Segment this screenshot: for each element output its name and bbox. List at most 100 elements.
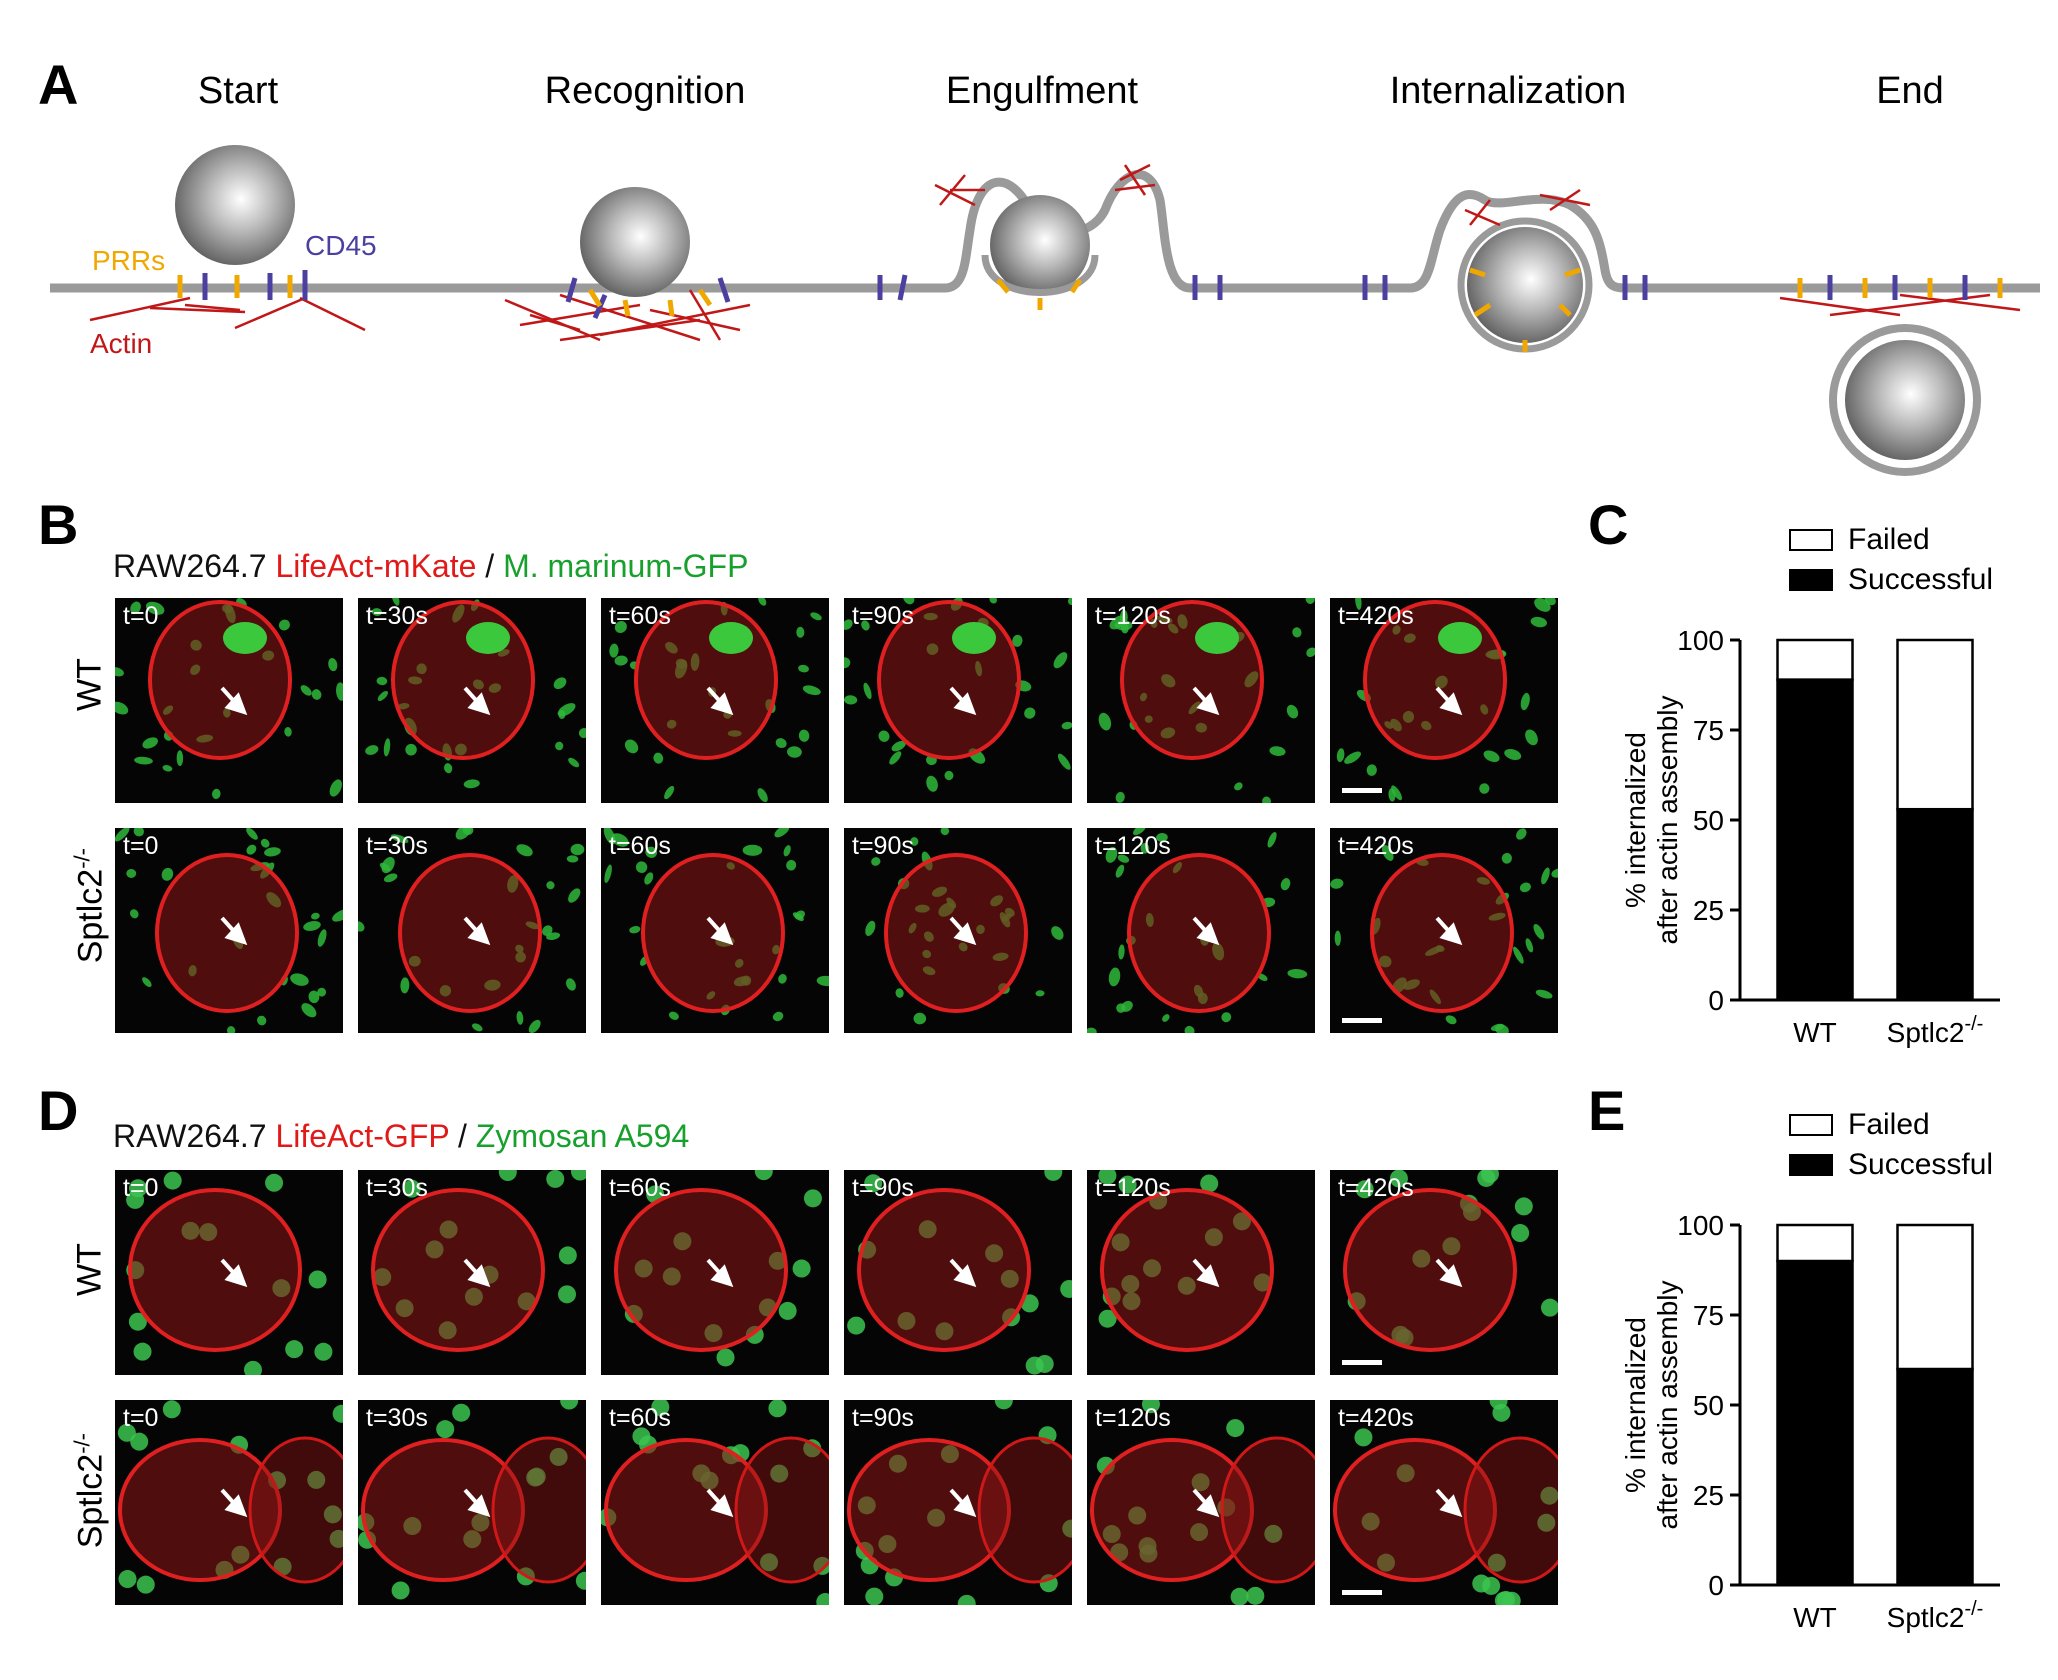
panel-d-image-r2-c2: t=30s xyxy=(358,1400,586,1605)
panel-b-target: M. marinum-GFP xyxy=(503,548,749,584)
panel-d-image-r1-c1: t=0 xyxy=(115,1170,343,1375)
particle-dot xyxy=(546,932,561,940)
particle-dot xyxy=(802,685,821,696)
particle-dot xyxy=(527,1467,546,1486)
particle-dot xyxy=(546,1170,565,1188)
particle-dot xyxy=(1140,842,1150,854)
timepoint-label: t=30s xyxy=(366,602,428,630)
particle-dot xyxy=(878,730,890,742)
bacteria-cluster xyxy=(952,622,996,654)
particle-dot xyxy=(516,844,533,857)
particle-dot xyxy=(1053,652,1068,669)
panel-b-image-r1-c4: t=90s xyxy=(844,598,1072,803)
bacteria-cluster xyxy=(1438,622,1482,654)
bar-successful-wt xyxy=(1776,1259,1854,1587)
particle-dot xyxy=(1334,930,1341,946)
particle-dot xyxy=(1200,1174,1219,1193)
particle-dot xyxy=(798,729,810,742)
particle-dot xyxy=(376,676,388,686)
particle-dot xyxy=(1230,1587,1249,1605)
particle-dot xyxy=(1482,1576,1501,1595)
prr-start xyxy=(177,275,293,298)
particle-dot xyxy=(957,1594,976,1605)
particle-dot xyxy=(1141,1400,1160,1414)
particle-dot xyxy=(264,847,281,857)
y-tick-label: 25 xyxy=(1693,895,1724,926)
y-axis-label: % internalized xyxy=(1620,1317,1651,1493)
stacked-bar-chart: Failed Successful 0 25 50 75 100 % internalized… xyxy=(1620,523,2000,1048)
particle-dot xyxy=(629,926,641,934)
x-tick-label: WT xyxy=(1793,1602,1837,1633)
timepoint-label: t=90s xyxy=(852,1404,914,1432)
particle-dot xyxy=(1494,1591,1513,1605)
prr-engulfment xyxy=(996,278,1083,310)
particle-dot xyxy=(142,737,158,749)
particle-dot xyxy=(444,763,453,774)
particle-dot xyxy=(1530,616,1547,628)
arrow-icon xyxy=(463,686,491,716)
particle-dot xyxy=(328,658,338,672)
particle-dot xyxy=(265,1173,284,1192)
panel-d-row-ko: Sptlc2-/- xyxy=(69,1433,110,1549)
particle-dot xyxy=(611,833,629,847)
y-axis-label: after actin assembly xyxy=(1652,1281,1683,1530)
particle-dot xyxy=(163,1171,182,1190)
particle-dot xyxy=(558,1285,577,1304)
particle-dot xyxy=(1533,924,1545,940)
particle-dot xyxy=(803,1189,822,1208)
particle-dot xyxy=(383,873,398,883)
panel-b-probe: LifeAct-mKate xyxy=(275,548,477,584)
particle-dot xyxy=(128,1312,147,1331)
particle-recognition xyxy=(580,187,690,297)
cell-outline xyxy=(118,1438,282,1582)
particle-dot xyxy=(632,1427,651,1446)
cell-outline xyxy=(614,1188,788,1352)
particle-dot xyxy=(314,1342,333,1361)
panel-b-row-ko: Sptlc2-/- xyxy=(69,848,110,964)
particle-dot xyxy=(863,682,872,700)
x-tick-label: Sptlc2-/- xyxy=(1887,1598,1984,1633)
particle-dot xyxy=(246,844,257,855)
particle-dot xyxy=(1540,1486,1558,1505)
neighbor-cell-outline xyxy=(734,1436,829,1584)
arrow-icon xyxy=(1435,916,1463,946)
timepoint-label: t=120s xyxy=(1095,1174,1171,1202)
bar-failed-sptlc2 xyxy=(1896,638,1974,811)
timepoint-label: t=120s xyxy=(1095,832,1171,860)
particle-dot xyxy=(889,751,902,765)
particle-dot xyxy=(760,1553,779,1572)
y-tick-label: 100 xyxy=(1677,1210,1724,1241)
panel-d-probe: LifeAct-GFP xyxy=(275,1118,450,1154)
particle-dot xyxy=(1156,833,1168,842)
particle-dot xyxy=(742,844,763,856)
panel-e-letter: E xyxy=(1588,1079,1626,1142)
particle-dot xyxy=(1391,785,1402,801)
particle-dot xyxy=(117,1423,136,1442)
particle-dot xyxy=(542,925,553,936)
particle-dot xyxy=(128,1179,147,1198)
particle-dot xyxy=(1098,712,1112,731)
particle-dot xyxy=(1051,926,1064,940)
arrow-icon xyxy=(949,1488,977,1518)
particle-dot xyxy=(861,620,870,631)
particle-dot xyxy=(624,739,639,754)
particle-dot xyxy=(1246,1586,1265,1605)
cell-outline xyxy=(361,1438,525,1582)
particle-dot xyxy=(604,864,612,883)
panel-d-image-r2-c6: t=420s xyxy=(1330,1400,1558,1605)
panel-d-image-r1-c4: t=90s xyxy=(844,1170,1072,1375)
particle-dot xyxy=(1044,1170,1063,1181)
particle-dot xyxy=(472,1023,483,1032)
particle-dot xyxy=(1118,1175,1137,1194)
particle-dot xyxy=(1060,1279,1072,1298)
particle-dot xyxy=(1105,846,1118,863)
particle-dot xyxy=(1121,1000,1133,1012)
particle-dot xyxy=(664,785,675,800)
particle-dot xyxy=(940,828,950,836)
particle-dot xyxy=(246,828,258,840)
particle-dot xyxy=(903,598,915,605)
particle-dot xyxy=(1292,627,1302,638)
timepoint-label: t=90s xyxy=(852,602,914,630)
arrow-icon xyxy=(706,1258,734,1288)
particle-dot xyxy=(1061,721,1072,730)
